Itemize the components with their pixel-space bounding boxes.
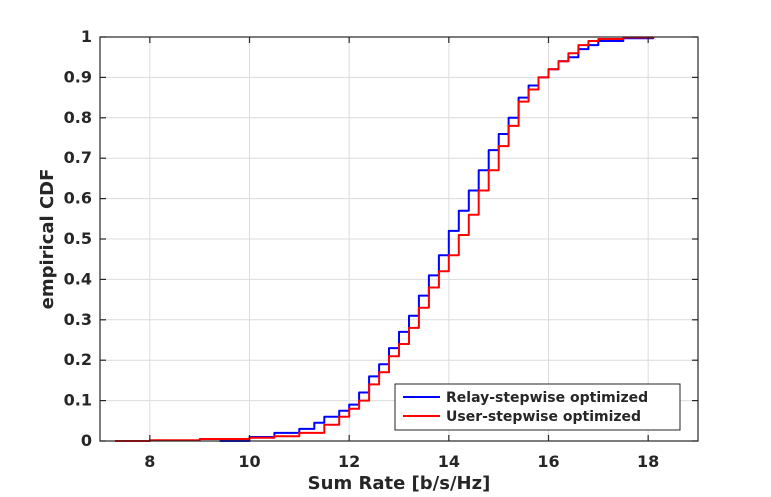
- series-line-user: [114, 36, 655, 442]
- y-axis-label: empirical CDF: [37, 169, 58, 310]
- legend: Relay-stepwise optimized User-stepwise o…: [394, 383, 681, 431]
- series-layer: [114, 36, 655, 442]
- y-tick-label: 0.4: [64, 269, 92, 288]
- y-tick-label: 0.6: [64, 189, 92, 208]
- x-tick-label: 8: [144, 452, 155, 471]
- y-tick-label: 1: [81, 27, 92, 46]
- y-tick-label: 0: [81, 431, 92, 450]
- x-tick-label: 10: [238, 452, 260, 471]
- y-tick-label: 0.9: [64, 67, 92, 86]
- legend-box: [394, 383, 681, 431]
- x-axis-label: Sum Rate [b/s/Hz]: [308, 473, 491, 494]
- x-tick-label: 18: [637, 452, 659, 471]
- x-tick-label: 16: [537, 452, 559, 471]
- y-tick-label: 0.3: [64, 310, 92, 329]
- ticks: 8 10 12 14 16 18 0 0.1 0.2 0.3 0.4 0.5 0.6 0.7 0.8 0.9 1: [64, 27, 698, 471]
- y-tick-label: 0.1: [64, 391, 92, 410]
- x-tick-label: 14: [438, 452, 460, 471]
- y-tick-label: 0.5: [64, 229, 92, 248]
- y-tick-label: 0.8: [64, 108, 92, 127]
- x-tick-label: 12: [338, 452, 360, 471]
- legend-label-user: User-stepwise optimized: [446, 409, 641, 425]
- y-tick-label: 0.2: [64, 350, 92, 369]
- y-tick-label: 0.7: [64, 148, 92, 167]
- legend-label-relay: Relay-stepwise optimized: [446, 390, 648, 406]
